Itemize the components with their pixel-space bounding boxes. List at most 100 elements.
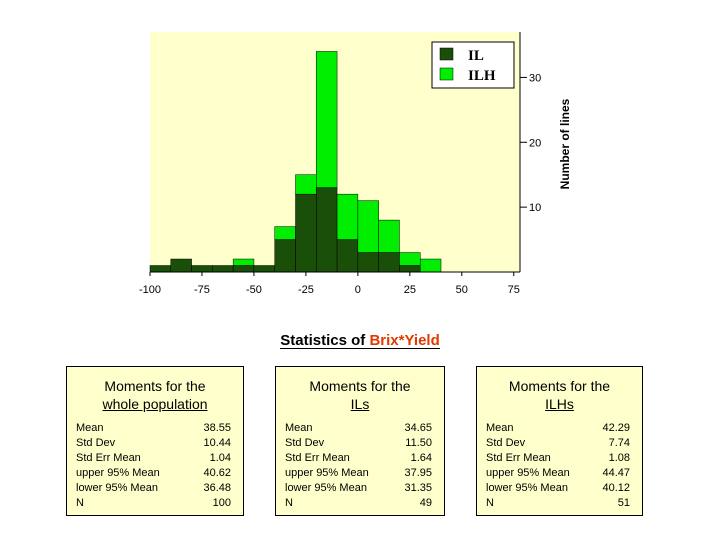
stat-value: 40.62	[203, 467, 231, 479]
box-heading-line2: whole population	[102, 396, 208, 412]
stat-label: lower 95% Mean	[486, 482, 568, 494]
stat-label: Std Err Mean	[76, 452, 141, 464]
x-tick-label: -75	[194, 284, 210, 296]
stat-value: 37.95	[404, 467, 432, 479]
stats-title: Statistics of Brix*Yield	[0, 332, 720, 349]
stat-value: 1.08	[608, 452, 630, 464]
bar-ilh-bin-9	[336, 193, 359, 240]
bar-il-bin-4	[232, 265, 255, 273]
stat-row-upper-95-mean: upper 95% Mean 44.47	[486, 466, 630, 481]
bar-ilh-bin-7	[295, 174, 317, 195]
stat-label: upper 95% Mean	[285, 467, 369, 479]
stat-row-lower-95-mean: lower 95% Mean 36.48	[76, 481, 231, 496]
stat-row-std-err-mean: Std Err Mean 1.08	[486, 451, 630, 466]
stat-row-n: N 100	[76, 496, 231, 511]
y-axis: 10 20 30	[519, 32, 541, 272]
stat-row-lower-95-mean: lower 95% Mean 40.12	[486, 481, 630, 496]
x-tick-label: -25	[298, 284, 314, 296]
legend: IL ILH	[431, 41, 515, 89]
x-axis: -100 -75 -50 -25 0 25 50 75	[139, 271, 520, 296]
y-axis-label: Number of lines	[558, 98, 572, 189]
stat-row-n: N 51	[486, 496, 630, 511]
stat-label: lower 95% Mean	[285, 482, 367, 494]
legend-label-ilh: ILH	[468, 68, 496, 84]
bar-il-bin-9	[336, 239, 359, 273]
bar-ilh-bin-11	[378, 219, 400, 253]
x-tick-label: -100	[139, 284, 161, 296]
stat-row-std-dev: Std Dev 7.74	[486, 436, 630, 451]
stat-label: Mean	[486, 422, 514, 434]
stat-row-n: N 49	[285, 496, 432, 511]
x-tick-label: 25	[404, 284, 416, 296]
stat-row-upper-95-mean: upper 95% Mean 37.95	[285, 466, 432, 481]
bar-il-bin-3	[212, 265, 234, 273]
stat-label: Mean	[76, 422, 104, 434]
x-tick-label: 50	[456, 284, 468, 296]
histogram-chart: -100 -75 -50 -25 0 25 50 75 10 20 30 Number of li…	[139, 32, 572, 296]
stat-value: 51	[617, 497, 630, 509]
box-heading-line2: ILs	[350, 396, 370, 412]
stat-row-mean: Mean 42.29	[486, 421, 630, 436]
stat-row-std-err-mean: Std Err Mean 1.64	[285, 451, 432, 466]
moments-box-ilhs: Moments for the ILHs Mean 42.29 Std Dev 7.…	[476, 366, 643, 516]
box-heading-line2: ILHs	[545, 396, 574, 412]
x-tick-label: -50	[246, 284, 262, 296]
x-tick-label: 0	[355, 284, 361, 296]
y-tick-label: 10	[529, 202, 541, 214]
box-heading-line1: Moments for the	[104, 378, 206, 394]
bar-il-bin-10	[357, 252, 379, 273]
bar-il-bin-5	[253, 265, 275, 273]
stat-row-upper-95-mean: upper 95% Mean 40.62	[76, 466, 231, 481]
stat-value: 31.35	[404, 482, 432, 494]
bar-il-bin-0	[149, 265, 172, 273]
stat-value: 100	[212, 497, 231, 509]
legend-swatch-ilh	[439, 67, 454, 81]
stat-label: Std Dev	[285, 437, 325, 449]
stat-label: Std Dev	[76, 437, 116, 449]
stat-label: Std Err Mean	[285, 452, 350, 464]
stat-row-std-dev: Std Dev 11.50	[285, 436, 432, 451]
stats-title-variable: Brix*Yield	[369, 332, 440, 349]
box-heading-line1: Moments for the	[508, 378, 611, 394]
stat-row-lower-95-mean: lower 95% Mean 31.35	[285, 481, 432, 496]
bar-ilh-bin-13	[419, 258, 442, 273]
stat-row-mean: Mean 34.65	[285, 421, 432, 436]
stat-row-mean: Mean 38.55	[76, 421, 231, 436]
legend-swatch-il	[439, 47, 454, 61]
stat-value: 42.29	[602, 422, 630, 434]
bar-il-bin-8	[316, 187, 338, 273]
stat-value: 40.12	[602, 482, 630, 494]
bar-ilh-bin-10	[357, 200, 379, 253]
stat-value: 1.64	[410, 452, 432, 464]
stat-value: 7.74	[608, 437, 630, 449]
stat-value: 38.55	[203, 422, 231, 434]
bar-il-bin-11	[378, 252, 400, 273]
moments-box-ils: Moments for the ILs Mean 34.65 Std Dev 11.…	[275, 366, 445, 516]
stat-value: 34.65	[404, 422, 432, 434]
stat-label: N	[486, 497, 494, 509]
stat-value: 36.48	[203, 482, 231, 494]
bar-il-bin-7	[295, 193, 317, 273]
stat-label: Std Err Mean	[486, 452, 551, 464]
stat-label: Mean	[285, 422, 313, 434]
stats-title-prefix: Statistics of	[280, 332, 370, 349]
y-tick-label: 20	[529, 137, 541, 149]
legend-label-il: IL	[468, 48, 484, 64]
stat-label: upper 95% Mean	[76, 467, 160, 479]
histogram-bars	[149, 51, 442, 273]
stat-label: Std Dev	[486, 437, 526, 449]
x-tick-label: 75	[508, 284, 520, 296]
stat-value: 1.04	[209, 452, 231, 464]
stat-value: 10.44	[203, 437, 231, 449]
bar-ilh-bin-6	[274, 226, 296, 240]
y-tick-label: 30	[529, 72, 541, 84]
bar-il-bin-2	[191, 265, 213, 273]
bar-il-bin-12	[399, 265, 421, 273]
stat-label: upper 95% Mean	[486, 467, 570, 479]
box-heading-line1: Moments for the	[309, 378, 411, 394]
stat-label: N	[76, 497, 84, 509]
bar-ilh-bin-12	[399, 252, 421, 266]
moments-box-whole-population: Moments for the whole population Mean 38.…	[66, 366, 244, 516]
stat-value: 11.50	[405, 437, 432, 449]
stat-row-std-err-mean: Std Err Mean 1.04	[76, 451, 231, 466]
